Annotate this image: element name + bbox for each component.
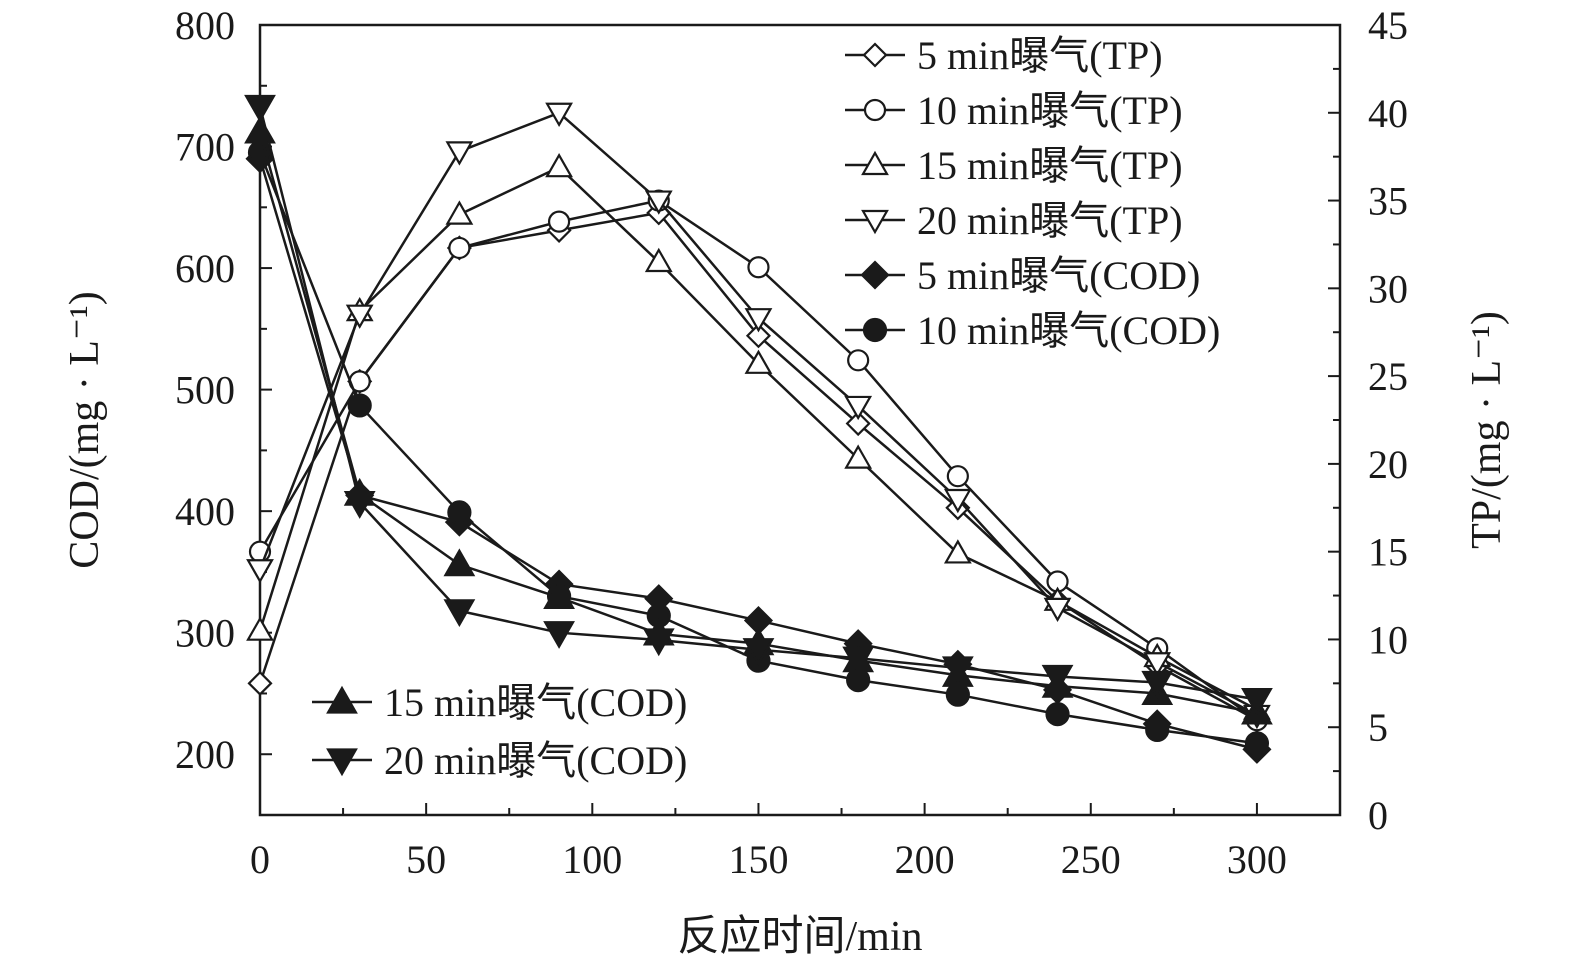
x-axis-title: 反应时间/min — [677, 913, 922, 960]
data-point — [545, 102, 573, 127]
x-tick-label: 50 — [406, 837, 446, 882]
data-point — [1241, 687, 1273, 716]
left-y-tick-label: 300 — [175, 611, 235, 656]
right-y-tick-label: 40 — [1368, 91, 1408, 136]
right-y-tick-label: 0 — [1368, 793, 1388, 838]
legend-label: 10 min曝气(TP) — [917, 88, 1183, 133]
right-y-tick-label: 10 — [1368, 617, 1408, 662]
data-point — [246, 616, 274, 641]
data-point — [1043, 597, 1072, 623]
left-y-tick-label: 600 — [175, 246, 235, 291]
data-point — [246, 559, 274, 584]
data-point — [443, 548, 476, 577]
data-point — [247, 670, 273, 696]
series-layer — [244, 94, 1273, 764]
right-y-tick-label: 35 — [1368, 179, 1408, 224]
x-tick-label: 250 — [1061, 837, 1121, 882]
legend-marker — [862, 42, 888, 68]
data-point — [747, 256, 770, 279]
legend-label: 5 min曝气(COD) — [917, 253, 1200, 298]
left-y-tick-label: 400 — [175, 489, 235, 534]
data-point — [1143, 652, 1172, 677]
right-y-axis-title: TP/(mg · L⁻¹) — [1464, 311, 1510, 549]
data-point — [742, 638, 775, 666]
right-y-tick-label: 45 — [1368, 3, 1408, 48]
legend-marker — [860, 260, 890, 290]
left-y-tick-label: 800 — [175, 3, 235, 48]
data-point — [1041, 664, 1074, 693]
data-point — [644, 247, 673, 273]
left-y-axis: 200 300 400 500 600 700 800 — [175, 3, 272, 816]
right-y-tick-label: 5 — [1368, 705, 1388, 750]
right-y-axis: 0 5 10 15 20 25 30 35 40 45 — [1328, 3, 1408, 838]
x-tick-label: 200 — [895, 837, 955, 882]
data-point — [943, 539, 972, 564]
legend-marker — [861, 150, 889, 176]
data-point — [345, 304, 374, 329]
data-point — [447, 500, 472, 525]
data-point — [847, 349, 870, 372]
legend-marker — [862, 317, 888, 343]
right-y-tick-label: 30 — [1368, 266, 1408, 311]
legend-label: 20 min曝气(TP) — [917, 198, 1183, 243]
legend-label: 20 min曝气(COD) — [384, 738, 687, 783]
left-y-tick-label: 200 — [175, 732, 235, 777]
x-tick-label: 0 — [250, 837, 270, 882]
legend-label: 15 min曝气(COD) — [384, 680, 687, 725]
legend-label: 10 min曝气(COD) — [917, 308, 1220, 353]
data-point — [745, 323, 772, 349]
legend-bottom-left: 15 min曝气(COD) 20 min曝气(COD) — [312, 680, 687, 783]
x-tick-label: 100 — [562, 837, 622, 882]
data-point — [1145, 717, 1170, 743]
data-point — [844, 395, 873, 421]
data-point — [445, 141, 474, 166]
data-point — [844, 444, 873, 469]
left-y-tick-label: 700 — [175, 125, 235, 170]
data-point — [744, 308, 773, 333]
legend-marker — [861, 209, 889, 235]
right-y-tick-label: 25 — [1368, 354, 1408, 399]
legend-marker — [326, 748, 358, 777]
right-y-tick-label: 15 — [1368, 530, 1408, 575]
legend-marker — [863, 98, 887, 122]
x-axis: 0 50 100 150 200 250 300 — [250, 803, 1287, 882]
data-point — [946, 465, 969, 488]
data-point — [1141, 670, 1174, 699]
left-y-tick-label: 500 — [175, 368, 235, 413]
data-point — [1244, 731, 1270, 756]
data-point — [443, 599, 476, 628]
legend-label: 15 min曝气(TP) — [917, 143, 1183, 188]
data-point — [845, 410, 871, 437]
data-point — [547, 210, 571, 233]
data-point — [545, 152, 573, 178]
data-point — [842, 646, 875, 675]
right-y-tick-label: 20 — [1368, 442, 1408, 487]
x-tick-label: 150 — [728, 837, 788, 882]
data-point — [244, 94, 276, 123]
data-point — [347, 393, 372, 418]
legend-label: 5 min曝气(TP) — [917, 33, 1163, 78]
data-point — [943, 488, 972, 514]
data-point — [448, 236, 471, 260]
data-point — [543, 621, 575, 649]
data-point — [945, 682, 970, 707]
data-point — [941, 656, 974, 685]
legend-marker — [326, 685, 358, 714]
left-y-axis-title: COD/(mg · L⁻¹) — [62, 291, 108, 568]
data-point — [445, 200, 474, 225]
data-point — [343, 491, 376, 519]
data-point — [644, 190, 673, 215]
series-8 — [244, 94, 1273, 716]
data-point — [744, 349, 773, 374]
data-point — [1045, 702, 1070, 727]
x-tick-label: 300 — [1227, 837, 1287, 882]
data-point — [543, 581, 575, 610]
data-point — [642, 628, 675, 657]
legend-top-right: 5 min曝气(TP) 10 min曝气(TP) 15 min曝气(TP) 20 mi… — [845, 33, 1220, 353]
